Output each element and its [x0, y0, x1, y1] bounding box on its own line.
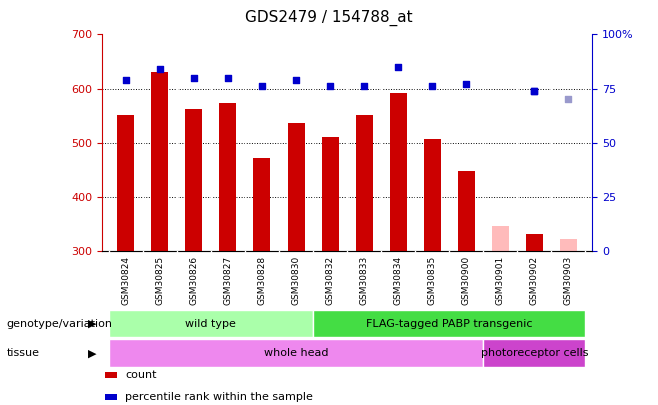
Text: whole head: whole head — [264, 348, 328, 358]
Text: GSM30827: GSM30827 — [224, 256, 232, 305]
Bar — [492, 226, 509, 251]
Text: GSM30826: GSM30826 — [190, 256, 199, 305]
Bar — [117, 115, 134, 251]
Point — [222, 75, 233, 81]
Bar — [560, 239, 577, 251]
Text: GDS2479 / 154788_at: GDS2479 / 154788_at — [245, 10, 413, 26]
Text: GSM30825: GSM30825 — [155, 256, 164, 305]
Bar — [313, 310, 586, 337]
Text: GSM30828: GSM30828 — [257, 256, 266, 305]
Text: GSM30835: GSM30835 — [428, 256, 437, 305]
Text: photoreceptor cells: photoreceptor cells — [480, 348, 588, 358]
Text: percentile rank within the sample: percentile rank within the sample — [125, 392, 313, 402]
Text: FLAG-tagged PABP transgenic: FLAG-tagged PABP transgenic — [366, 319, 532, 328]
Text: tissue: tissue — [7, 348, 39, 358]
Text: genotype/variation: genotype/variation — [7, 319, 113, 328]
Point — [427, 83, 438, 90]
Text: count: count — [125, 370, 157, 380]
Text: GSM30903: GSM30903 — [564, 256, 573, 305]
Point — [325, 83, 336, 90]
Point — [155, 66, 165, 72]
Bar — [458, 171, 475, 251]
Bar — [355, 115, 372, 251]
Bar — [253, 158, 270, 251]
Point — [189, 75, 199, 81]
Bar — [109, 339, 483, 367]
Text: wild type: wild type — [186, 319, 236, 328]
Bar — [219, 103, 236, 251]
Bar — [483, 339, 586, 367]
Bar — [288, 123, 305, 251]
Bar — [390, 94, 407, 251]
Point — [529, 87, 540, 94]
Text: GSM30824: GSM30824 — [121, 256, 130, 305]
Bar — [151, 72, 168, 251]
Point — [563, 96, 574, 103]
Point — [120, 77, 131, 83]
Bar — [424, 139, 441, 251]
Point — [393, 64, 403, 70]
Text: GSM30900: GSM30900 — [462, 256, 470, 305]
Point — [461, 81, 472, 87]
Text: ▶: ▶ — [88, 348, 97, 358]
Text: GSM30832: GSM30832 — [326, 256, 334, 305]
Point — [291, 77, 301, 83]
Text: GSM30902: GSM30902 — [530, 256, 539, 305]
Text: GSM30830: GSM30830 — [291, 256, 301, 305]
Point — [359, 83, 369, 90]
Bar — [322, 137, 339, 251]
Bar — [526, 234, 543, 251]
Bar — [186, 109, 203, 251]
Text: ▶: ▶ — [88, 319, 97, 328]
Point — [257, 83, 267, 90]
Text: GSM30901: GSM30901 — [495, 256, 505, 305]
Bar — [109, 310, 313, 337]
Point — [529, 87, 540, 94]
Text: GSM30833: GSM30833 — [360, 256, 368, 305]
Text: GSM30834: GSM30834 — [393, 256, 403, 305]
